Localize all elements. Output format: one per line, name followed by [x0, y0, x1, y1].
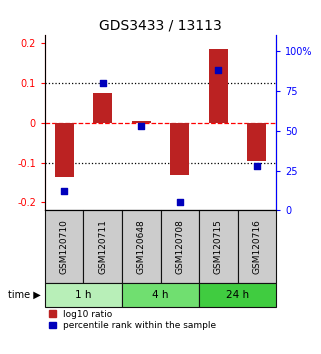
Bar	[45, 210, 83, 283]
Point	[216, 68, 221, 73]
Bar	[93, 93, 112, 123]
Text: 1 h: 1 h	[75, 290, 92, 300]
Point	[254, 163, 259, 169]
Bar	[170, 123, 189, 175]
Bar	[247, 123, 266, 161]
Bar	[45, 283, 122, 307]
Bar	[132, 121, 151, 123]
Bar	[122, 283, 199, 307]
Text: 24 h: 24 h	[226, 290, 249, 300]
Text: GSM120715: GSM120715	[214, 219, 223, 274]
Bar	[209, 49, 228, 123]
Text: GSM120711: GSM120711	[98, 219, 107, 274]
Point	[100, 80, 105, 86]
Bar	[122, 210, 160, 283]
Text: GDS3433 / 13113: GDS3433 / 13113	[99, 18, 222, 33]
Bar	[83, 210, 122, 283]
Legend: log10 ratio, percentile rank within the sample: log10 ratio, percentile rank within the …	[49, 310, 216, 330]
Bar	[199, 283, 276, 307]
Text: GSM120710: GSM120710	[60, 219, 69, 274]
Bar	[160, 210, 199, 283]
Point	[177, 200, 182, 205]
Text: GSM120716: GSM120716	[252, 219, 261, 274]
Bar	[238, 210, 276, 283]
Point	[62, 188, 67, 194]
Text: GSM120708: GSM120708	[175, 219, 184, 274]
Bar	[55, 123, 74, 177]
Text: 4 h: 4 h	[152, 290, 169, 300]
Bar	[199, 210, 238, 283]
Point	[139, 123, 144, 129]
Text: time ▶: time ▶	[8, 290, 41, 300]
Text: GSM120648: GSM120648	[137, 219, 146, 274]
